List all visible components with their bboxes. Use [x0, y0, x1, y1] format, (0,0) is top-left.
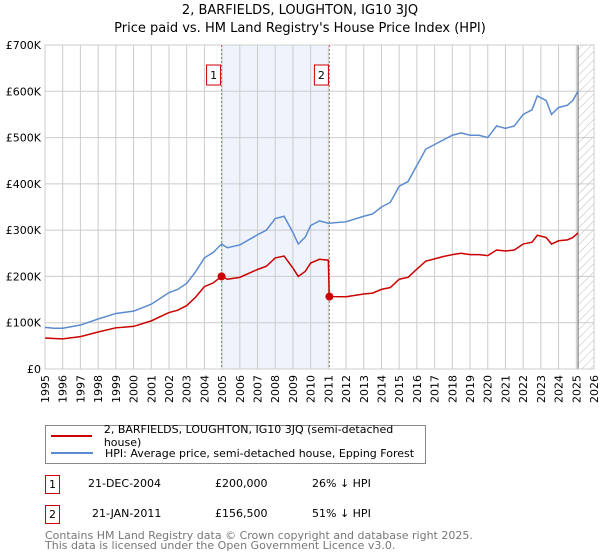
marker-box — [206, 64, 222, 86]
x-tick-label: 2012 — [340, 375, 353, 403]
x-tick-label: 2019 — [464, 375, 477, 403]
x-tick-label: 2020 — [482, 375, 495, 403]
y-tick-label: £500K — [6, 132, 42, 145]
y-tick-label: £400K — [6, 178, 42, 191]
x-tick-label: 2024 — [553, 375, 566, 403]
x-tick-label: 2017 — [429, 375, 442, 403]
transaction-price: £200,000 — [215, 477, 268, 490]
future-hatch — [578, 45, 594, 369]
legend-swatch — [51, 452, 93, 454]
legend-label: 2, BARFIELDS, LOUGHTON, IG10 3JQ (semi-d… — [103, 423, 394, 449]
x-tick-label: 2022 — [517, 375, 530, 403]
footer-licence: This data is licensed under the Open Gov… — [45, 539, 396, 552]
transaction-row: 2 21-JAN-2011 £156,500 51% ↓ HPI — [45, 505, 465, 524]
x-tick-label: 2026 — [588, 375, 600, 403]
x-tick-label: 2005 — [216, 375, 229, 403]
price-paid-line — [44, 232, 579, 340]
x-tick-label: 2002 — [163, 375, 176, 403]
y-tick-label: £700K — [6, 39, 42, 52]
legend-item-hpi: HPI: Average price, semi-detached house,… — [46, 445, 414, 461]
line-chart: 1995 1996 1997 1998 1999 2000 2001 2002 2003 2004… — [6, 39, 600, 403]
marker-label: 1 — [210, 69, 217, 82]
transaction-price: £156,500 — [215, 507, 268, 520]
marker-label: 2 — [318, 69, 325, 82]
x-tick-label: 1995 — [39, 375, 52, 403]
hpi-line — [44, 90, 579, 330]
y-tick-label: £300K — [6, 224, 42, 237]
transaction-hpi: 51% ↓ HPI — [312, 507, 371, 520]
x-tick-label: 2009 — [287, 375, 300, 403]
y-tick-label: £100K — [6, 317, 42, 330]
x-tick-label: 2016 — [411, 375, 424, 403]
marker-badge: 1 — [45, 475, 60, 494]
x-tick-label: 1996 — [57, 375, 70, 403]
x-tick-label: 1998 — [92, 375, 105, 403]
marker-box — [313, 64, 329, 86]
x-tick-label: 2011 — [322, 375, 335, 403]
x-tick-label: 2000 — [128, 375, 141, 403]
x-tick-label: 2004 — [198, 375, 211, 403]
x-tick-label: 2006 — [234, 375, 247, 403]
x-tick-label: 2023 — [535, 375, 548, 403]
legend-label: HPI: Average price, semi-detached house,… — [105, 446, 415, 460]
legend-swatch — [51, 435, 92, 437]
y-tick-label: £0 — [27, 363, 41, 376]
x-tick-label: 2003 — [181, 375, 194, 403]
transaction-row: 1 21-DEC-2004 £200,000 26% ↓ HPI — [45, 475, 465, 494]
sale-point — [325, 292, 334, 301]
x-tick-label: 2021 — [499, 375, 512, 403]
x-tick-label: 2015 — [393, 375, 406, 403]
y-tick-label: £200K — [6, 270, 42, 283]
y-tick-label: £600K — [6, 85, 42, 98]
x-tick-label: 2001 — [145, 375, 158, 403]
x-tick-label: 2008 — [269, 375, 282, 403]
legend-item-price: 2, BARFIELDS, LOUGHTON, IG10 3JQ (semi-d… — [46, 423, 425, 449]
transaction-date: 21-DEC-2004 — [88, 477, 162, 490]
marker-badge: 2 — [45, 505, 60, 524]
x-tick-label: 1997 — [74, 375, 87, 403]
x-tick-label: 2013 — [358, 375, 371, 403]
x-tick-label: 1999 — [110, 375, 123, 403]
x-tick-label: 2007 — [252, 375, 265, 403]
transaction-hpi: 26% ↓ HPI — [312, 477, 371, 490]
x-tick-label: 2010 — [305, 375, 318, 403]
transaction-date: 21-JAN-2011 — [92, 507, 162, 520]
chart-subtitle: Price paid vs. HM Land Registry's House … — [114, 21, 486, 36]
chart-title: 2, BARFIELDS, LOUGHTON, IG10 3JQ — [181, 3, 419, 18]
legend: 2, BARFIELDS, LOUGHTON, IG10 3JQ (semi-d… — [45, 423, 426, 464]
footer-copyright: Contains HM Land Registry data © Crown c… — [45, 529, 473, 542]
x-tick-label: 2025 — [570, 375, 583, 403]
x-tick-label: 2018 — [446, 375, 459, 403]
plot-frame — [44, 44, 595, 370]
sale-point — [217, 272, 226, 281]
footer: Contains HM Land Registry data © Crown c… — [45, 529, 473, 552]
x-tick-label: 2014 — [375, 375, 388, 403]
